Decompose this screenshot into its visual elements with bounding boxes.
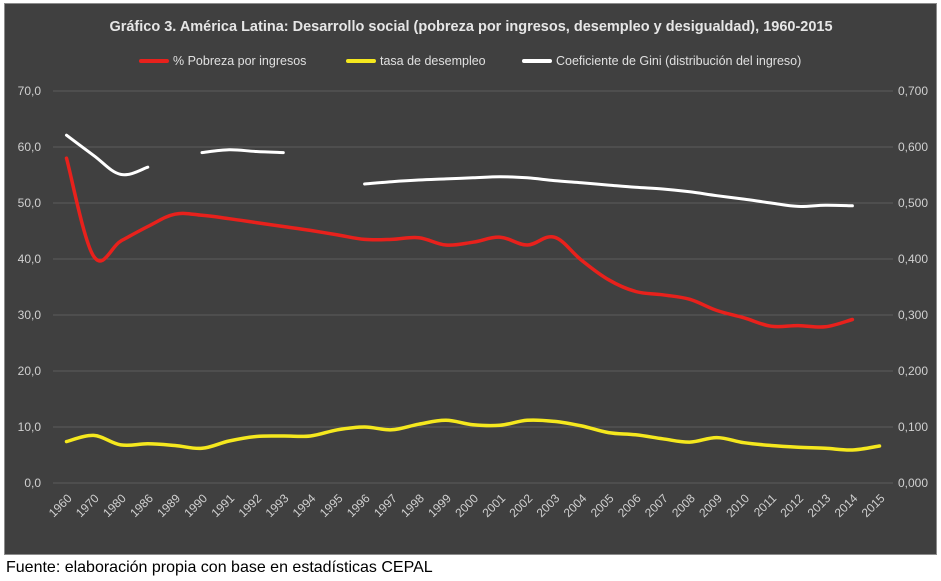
x-tick-label: 2002 xyxy=(507,491,536,520)
chart-title: Gráfico 3. América Latina: Desarrollo so… xyxy=(109,19,832,35)
y-left-tick-label: 60,0 xyxy=(18,140,42,154)
series-1-line xyxy=(64,418,882,452)
x-tick-label: 1993 xyxy=(263,491,292,520)
x-tick-label: 1990 xyxy=(181,491,210,520)
x-tick-label: 2010 xyxy=(723,491,752,520)
x-tick-label: 1994 xyxy=(290,491,319,520)
x-tick-label: 1998 xyxy=(398,491,427,520)
x-tick-label: 1996 xyxy=(344,491,373,520)
y-left-tick-label: 20,0 xyxy=(18,364,42,378)
x-tick-label: 1997 xyxy=(371,491,400,520)
series-2-segment-1 xyxy=(200,148,285,155)
y-left-tick-label: 30,0 xyxy=(18,308,42,322)
series-0-line xyxy=(64,156,855,329)
x-tick-label: 2011 xyxy=(751,491,779,519)
y-left-tick-label: 50,0 xyxy=(18,196,42,210)
x-tick-label: 2005 xyxy=(588,491,617,520)
y-left-tick-label: 40,0 xyxy=(18,252,42,266)
y-right-tick-label: 0,400 xyxy=(898,252,928,266)
x-tick-label: 1960 xyxy=(46,491,75,520)
y-right-tick-label: 0,700 xyxy=(898,84,928,98)
chart-frame: Gráfico 3. América Latina: Desarrollo so… xyxy=(4,3,937,555)
y-right-tick-label: 0,300 xyxy=(898,308,928,322)
legend-label-2: Coeficiente de Gini (distribución del in… xyxy=(556,54,801,68)
x-tick-label: 1970 xyxy=(73,491,102,520)
legend-label-1: tasa de desempleo xyxy=(380,54,486,68)
x-tick-label: 2009 xyxy=(696,491,725,520)
x-tick-label: 1995 xyxy=(317,491,346,520)
x-tick-label: 1980 xyxy=(100,491,129,520)
x-tick-label: 2012 xyxy=(778,491,807,520)
y-right-tick-label: 0,500 xyxy=(898,196,928,210)
x-tick-label: 1986 xyxy=(127,491,156,520)
y-left-tick-label: 0,0 xyxy=(24,476,41,490)
source-note: Fuente: elaboración propia con base en e… xyxy=(6,559,433,576)
series-2-segment-2 xyxy=(363,175,854,208)
x-tick-label: 2001 xyxy=(479,491,508,520)
x-tick-label: 2014 xyxy=(832,491,861,520)
x-tick-label: 2008 xyxy=(669,491,698,520)
chart-svg: Gráfico 3. América Latina: Desarrollo so… xyxy=(18,19,929,520)
y-right-tick-label: 0,000 xyxy=(898,476,928,490)
x-tick-label: 2007 xyxy=(642,491,671,520)
x-tick-label: 1989 xyxy=(154,491,183,520)
y-left-tick-label: 10,0 xyxy=(18,420,42,434)
x-tick-label: 2013 xyxy=(805,491,834,520)
y-right-tick-label: 0,200 xyxy=(898,364,928,378)
y-right-tick-label: 0,100 xyxy=(898,420,928,434)
y-right-tick-label: 0,600 xyxy=(898,140,928,154)
x-tick-label: 2000 xyxy=(452,491,481,520)
x-tick-label: 2015 xyxy=(859,491,888,520)
x-tick-label: 2004 xyxy=(561,491,590,520)
series-2-segment-0 xyxy=(65,133,150,177)
x-tick-label: 1991 xyxy=(208,491,237,520)
x-tick-label: 1992 xyxy=(236,491,265,520)
x-tick-label: 2006 xyxy=(615,491,644,520)
x-tick-label: 1999 xyxy=(425,491,454,520)
x-tick-label: 2003 xyxy=(534,491,563,520)
legend-label-0: % Pobreza por ingresos xyxy=(173,54,306,68)
y-left-tick-label: 70,0 xyxy=(18,84,42,98)
